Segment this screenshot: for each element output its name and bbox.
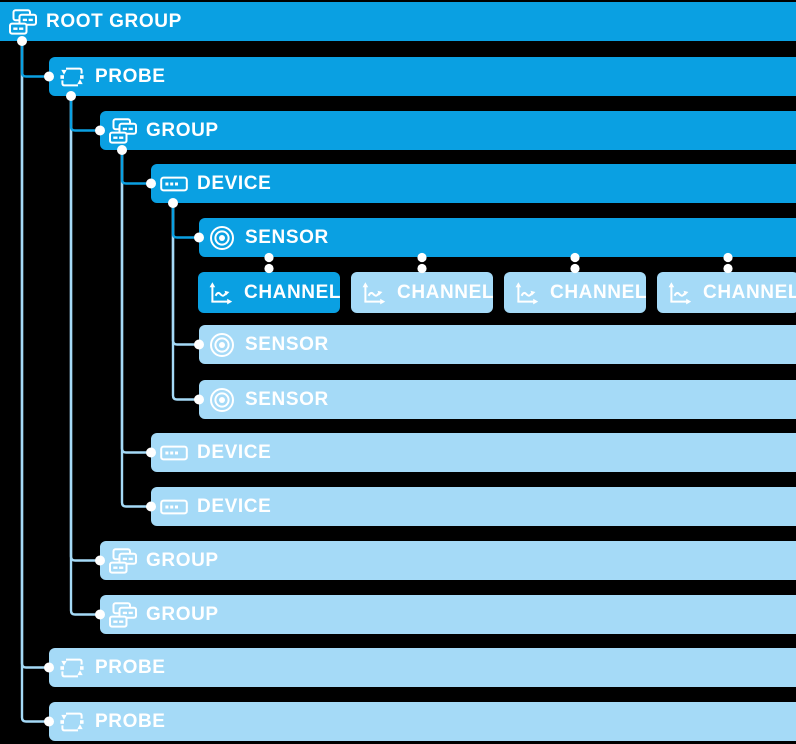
- node-label: GROUP: [146, 120, 219, 141]
- group-icon: [108, 117, 138, 145]
- probe-icon: [57, 63, 87, 91]
- node-label: SENSOR: [245, 334, 329, 355]
- channel-icon: [206, 279, 236, 307]
- sensor-icon: [207, 386, 237, 414]
- node-label: CHANNEL: [397, 282, 495, 303]
- node-label: PROBE: [95, 66, 166, 87]
- node-root-group: ROOT GROUP: [0, 2, 796, 41]
- node-group-3: GROUP: [100, 595, 796, 634]
- node-sensor-1: SENSOR: [199, 218, 796, 257]
- node-label: SENSOR: [245, 227, 329, 248]
- sensor-icon: [207, 331, 237, 359]
- group-icon: [108, 601, 138, 629]
- node-channel-2: CHANNEL: [351, 272, 493, 313]
- sensor-icon: [207, 224, 237, 252]
- node-label: ROOT GROUP: [46, 11, 182, 32]
- node-probe-1: PROBE: [49, 57, 796, 96]
- node-label: CHANNEL: [244, 282, 342, 303]
- device-icon: [159, 493, 189, 521]
- device-icon: [159, 439, 189, 467]
- node-device-3: DEVICE: [151, 487, 796, 526]
- node-label: SENSOR: [245, 389, 329, 410]
- node-label: CHANNEL: [550, 282, 648, 303]
- node-channel-3: CHANNEL: [504, 272, 646, 313]
- node-group-2: GROUP: [100, 541, 796, 580]
- node-label: GROUP: [146, 604, 219, 625]
- probe-icon: [57, 708, 87, 736]
- node-group-1: GROUP: [100, 111, 796, 150]
- group-icon: [108, 547, 138, 575]
- node-label: CHANNEL: [703, 282, 796, 303]
- group-icon: [8, 8, 38, 36]
- node-channel-1: CHANNEL: [198, 272, 340, 313]
- node-probe-3: PROBE: [49, 702, 796, 741]
- node-channel-4: CHANNEL: [657, 272, 796, 313]
- node-device-1: DEVICE: [151, 164, 796, 203]
- probe-icon: [57, 654, 87, 682]
- node-probe-2: PROBE: [49, 648, 796, 687]
- channel-icon: [512, 279, 542, 307]
- node-sensor-3: SENSOR: [199, 380, 796, 419]
- node-label: PROBE: [95, 657, 166, 678]
- node-label: DEVICE: [197, 496, 272, 517]
- device-icon: [159, 170, 189, 198]
- node-label: DEVICE: [197, 173, 272, 194]
- node-device-2: DEVICE: [151, 433, 796, 472]
- channel-icon: [359, 279, 389, 307]
- channel-icon: [665, 279, 695, 307]
- node-label: DEVICE: [197, 442, 272, 463]
- node-sensor-2: SENSOR: [199, 325, 796, 364]
- node-label: GROUP: [146, 550, 219, 571]
- node-label: PROBE: [95, 711, 166, 732]
